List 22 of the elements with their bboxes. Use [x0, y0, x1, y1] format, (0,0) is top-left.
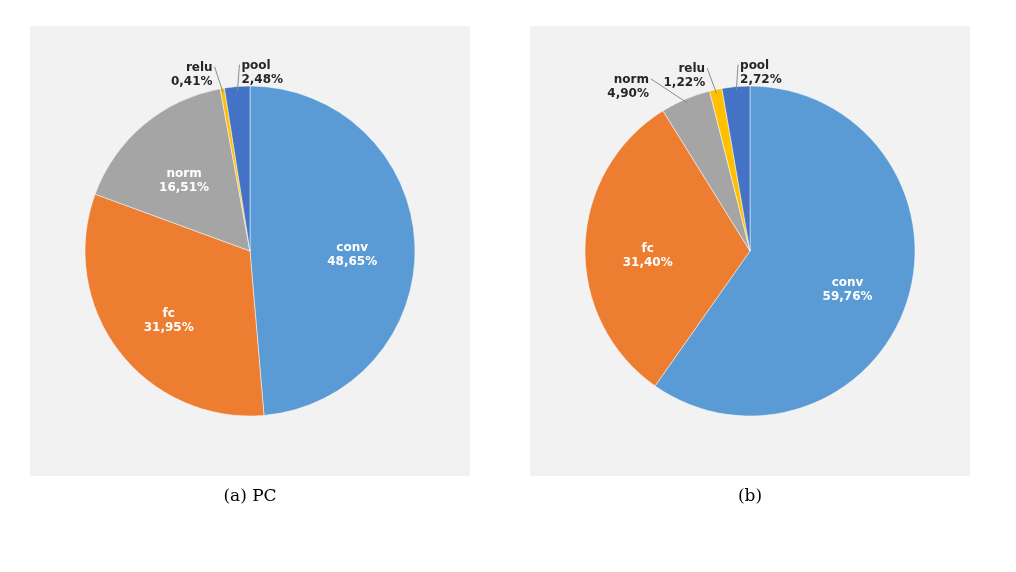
- slice-label: norm: [166, 165, 202, 180]
- slice-label: fc: [641, 241, 654, 256]
- data-label: 0,41%: [170, 73, 213, 88]
- data-label: 2,72%: [740, 71, 782, 86]
- data-label: 1,22%: [663, 75, 706, 90]
- slice-label: conv: [336, 239, 369, 254]
- data-label: 48,65%: [327, 253, 378, 268]
- data-label: 2,48%: [241, 71, 284, 86]
- text: (a) PC: [223, 485, 277, 505]
- slice-label: relu: [185, 59, 213, 74]
- text: (b): [737, 485, 763, 505]
- slice-label: pool: [740, 57, 770, 72]
- slice-label: pool: [241, 57, 271, 72]
- slice-label: conv: [831, 274, 864, 289]
- slice-label: norm: [613, 71, 649, 86]
- slice-label: relu: [678, 61, 706, 76]
- data-label: 31,95%: [143, 320, 194, 335]
- data-label: 4,90%: [607, 85, 649, 100]
- data-label: 31,40%: [622, 255, 673, 270]
- slice-label: fc: [162, 306, 175, 321]
- data-label: 59,76%: [822, 288, 873, 303]
- data-label: 16,51%: [159, 179, 210, 194]
